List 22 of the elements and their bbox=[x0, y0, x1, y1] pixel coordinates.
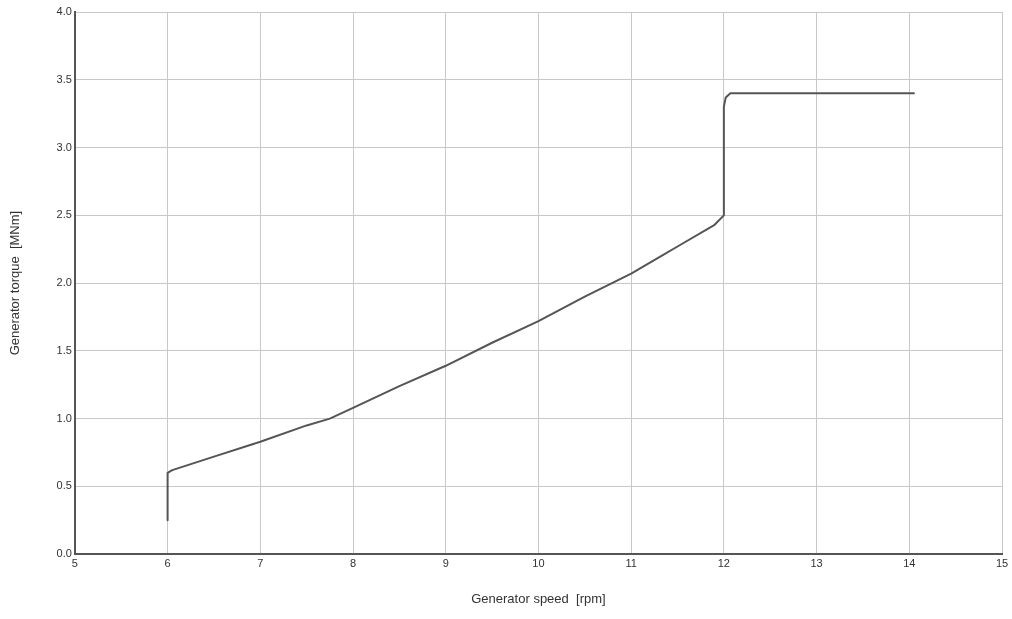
y-tick-label: 3.0 bbox=[56, 140, 72, 153]
x-tick-label: 13 bbox=[810, 556, 823, 569]
y-tick-label: 4.0 bbox=[56, 5, 72, 18]
x-tick-label: 5 bbox=[71, 556, 78, 569]
x-tick-label: 7 bbox=[257, 556, 264, 569]
x-axis-title: Generator speed [rpm] bbox=[471, 590, 606, 606]
x-tick-label: 6 bbox=[164, 556, 171, 569]
x-tick-label: 10 bbox=[532, 556, 545, 569]
x-tick-label: 12 bbox=[717, 556, 730, 569]
x-tick-label: 9 bbox=[442, 556, 449, 569]
x-tick-label: 11 bbox=[625, 556, 637, 569]
y-tick-label: 0.0 bbox=[56, 547, 72, 560]
y-tick-label: 2.5 bbox=[56, 208, 72, 221]
y-tick-label: 1.5 bbox=[56, 343, 72, 356]
x-tick-label: 15 bbox=[995, 556, 1009, 569]
y-tick-label: 2.0 bbox=[56, 276, 72, 289]
y-tick-label: 1.0 bbox=[56, 411, 72, 424]
y-tick-label: 0.5 bbox=[56, 479, 72, 492]
x-tick-label: 14 bbox=[903, 556, 916, 569]
y-axis-title: Generator torque [MNm] bbox=[7, 210, 23, 356]
x-tick-label: 8 bbox=[349, 556, 357, 569]
y-tick-label: 3.5 bbox=[56, 72, 72, 85]
